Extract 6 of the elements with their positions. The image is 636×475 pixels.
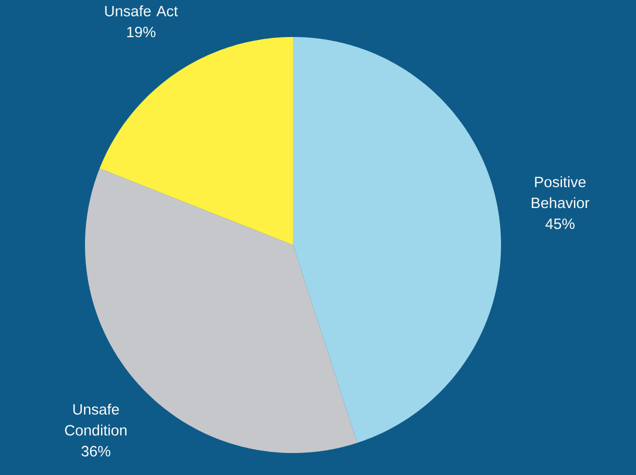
- slice-label: Unsafe Condition: [65, 404, 126, 436]
- data-label: 36%: [82, 446, 110, 456]
- slice-label: Unsafe Act: [105, 5, 178, 16]
- slice-label: Positive Behavior: [532, 176, 590, 208]
- data-label: 45%: [545, 218, 574, 230]
- data-label: 19%: [127, 26, 156, 38]
